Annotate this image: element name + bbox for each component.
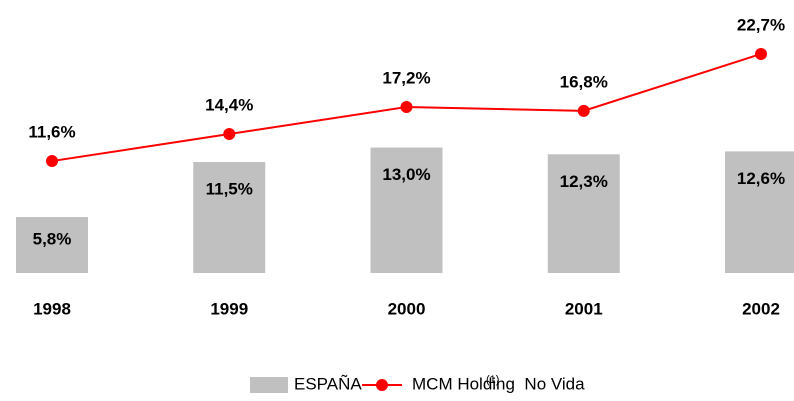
line-marker	[400, 101, 413, 114]
x-tick-label: 1998	[33, 299, 71, 318]
line-label: 17,2%	[382, 69, 430, 88]
legend-note: (1)	[486, 374, 499, 386]
bar-label: 12,3%	[560, 172, 608, 191]
bar-label: 11,5%	[206, 180, 253, 199]
bar-label: 13,0%	[382, 165, 430, 184]
x-tick-label: 2001	[565, 299, 603, 318]
legend-swatch-marker	[376, 379, 388, 391]
line-marker	[46, 155, 58, 168]
x-tick-label: 2000	[388, 299, 426, 318]
line-label: 11,6%	[28, 123, 75, 142]
bar	[725, 151, 794, 273]
line-marker	[577, 104, 590, 117]
legend-label: MCM Holding No Vida	[412, 374, 585, 393]
legend-swatch	[250, 377, 288, 393]
bar	[16, 217, 88, 273]
line-marker	[755, 47, 767, 60]
line-label: 22,7%	[737, 15, 785, 34]
line-label: 14,4%	[205, 96, 253, 115]
legend-label: ESPAÑA	[294, 374, 362, 393]
x-tick-label: 2002	[742, 299, 780, 318]
line-marker	[223, 128, 236, 141]
bar	[193, 162, 266, 273]
line-label: 16,8%	[560, 72, 608, 91]
bar-label: 5,8%	[33, 229, 72, 248]
bar	[547, 154, 620, 273]
bar-label: 12,6%	[737, 169, 785, 188]
bar	[370, 147, 443, 273]
x-tick-label: 1999	[210, 299, 248, 318]
